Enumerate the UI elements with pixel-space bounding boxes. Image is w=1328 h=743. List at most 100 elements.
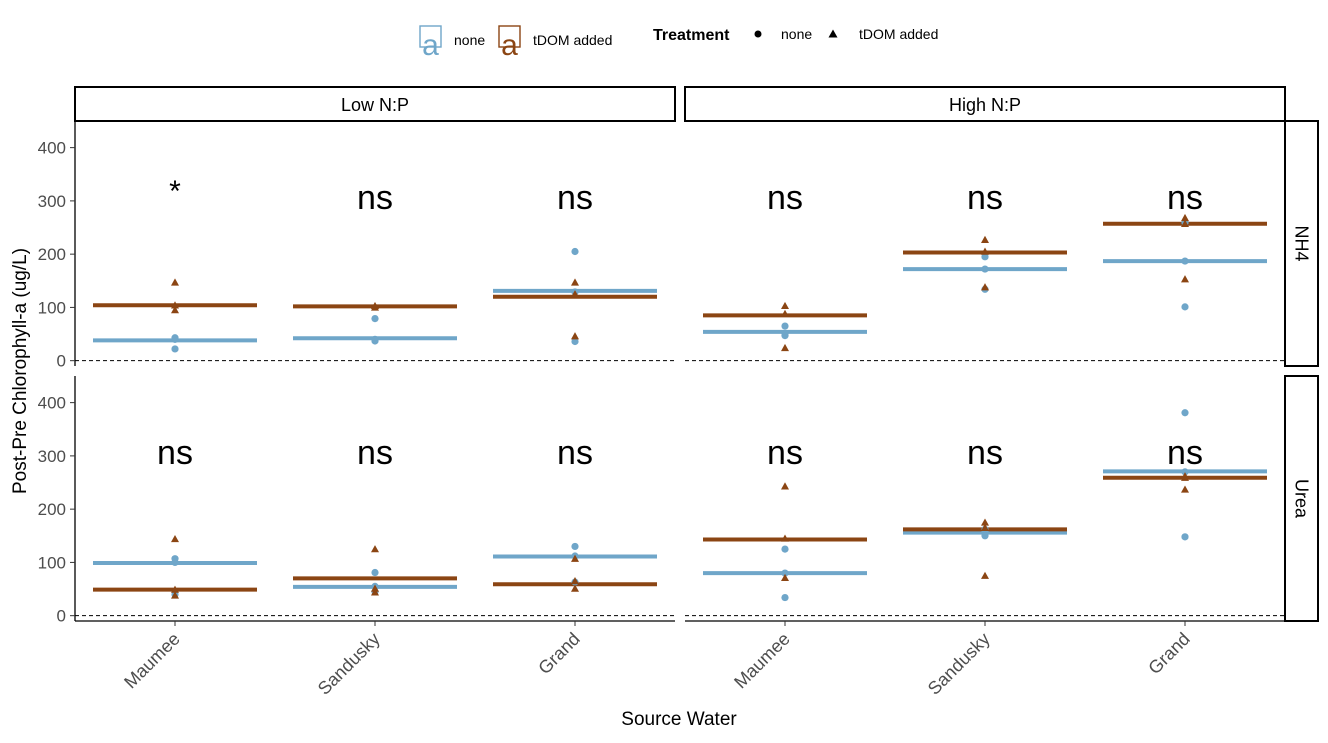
- legend-fill-label: none: [454, 32, 485, 48]
- significance-label: ns: [1167, 179, 1203, 217]
- point-none: [371, 568, 379, 577]
- point-none: [781, 329, 789, 338]
- y-tick-label: 300: [38, 447, 66, 466]
- point-tdom: [781, 534, 789, 542]
- significance-label: ns: [557, 179, 593, 217]
- point-tdom: [171, 306, 179, 314]
- point-tdom: [781, 482, 789, 490]
- axes: 0 100 200 300 400 0 100 200 300 400 Maumee Sandusky…: [38, 121, 1285, 699]
- point-none: [781, 593, 789, 602]
- y-tick-label: 0: [57, 607, 66, 626]
- x-tick-label: Maumee: [730, 629, 794, 693]
- point-tdom: [981, 523, 989, 531]
- point-none: [571, 337, 579, 346]
- point-tdom: [171, 585, 179, 593]
- significance-label: *: [169, 175, 181, 208]
- facet-strip-row: [1284, 375, 1319, 622]
- point-none: [1181, 468, 1189, 476]
- point-none: [1181, 303, 1189, 311]
- point-tdom: [171, 278, 179, 286]
- facet-strip-row-label: NH4: [1292, 225, 1312, 261]
- facet-strip-column: [684, 86, 1286, 122]
- point-tdom: [371, 301, 379, 310]
- point-tdom: [981, 247, 989, 255]
- x-tick-label: Maumee: [120, 629, 184, 693]
- y-tick-label: 100: [38, 553, 66, 572]
- y-tick-label: 0: [57, 352, 66, 371]
- facet-panel: ns ns ns: [685, 409, 1285, 617]
- point-tdom: [571, 584, 579, 592]
- y-axis-title: Post-Pre Chlorophyll-a (ug/L): [10, 248, 31, 494]
- legend-shape-label: none: [781, 26, 812, 42]
- y-tick-label: 400: [38, 139, 66, 158]
- legend: a none a tDOM added Treatment none tDOM added: [419, 25, 938, 62]
- y-tick-label: 300: [38, 192, 66, 211]
- x-tick-label: Sandusky: [924, 629, 994, 699]
- point-none: [1181, 257, 1189, 265]
- point-none: [571, 247, 579, 256]
- point-none: [781, 569, 789, 577]
- point-tdom: [1181, 485, 1189, 493]
- point-tdom: [781, 301, 789, 310]
- point-tdom: [371, 545, 379, 553]
- significance-label: ns: [357, 434, 393, 472]
- point-none: [171, 555, 179, 563]
- point-none: [371, 335, 379, 343]
- significance-label: ns: [1167, 434, 1203, 472]
- point-tdom: [981, 283, 989, 291]
- point-tdom: [371, 584, 379, 592]
- point-tdom: [981, 235, 989, 243]
- point-tdom: [981, 518, 989, 526]
- x-axis-title: Source Water: [621, 709, 737, 730]
- facet-strips: Low N:P High N:P NH4 Urea: [74, 86, 1319, 622]
- point-tdom: [781, 573, 789, 582]
- significance-label: ns: [557, 434, 593, 472]
- significance-label: ns: [157, 434, 193, 472]
- point-none: [981, 253, 989, 261]
- point-none: [571, 542, 579, 551]
- point-none: [981, 265, 989, 273]
- facet-strip-column-label: Low N:P: [341, 95, 409, 115]
- y-tick-label: 200: [38, 245, 66, 264]
- point-tdom: [171, 534, 179, 543]
- legend-fill-key: [419, 25, 442, 48]
- significance-label: ns: [767, 179, 803, 217]
- point-tdom: [781, 309, 789, 318]
- y-tick-label: 100: [38, 298, 66, 317]
- point-tdom: [171, 591, 179, 599]
- facet-panel: ns ns ns: [75, 434, 675, 617]
- point-none: [371, 314, 379, 323]
- point-tdom: [571, 332, 579, 340]
- legend-fill-key: [498, 25, 521, 48]
- x-tick-label: Grand: [534, 629, 584, 679]
- point-tdom: [1181, 275, 1189, 283]
- point-none: [781, 545, 789, 553]
- legend-shape-title: Treatment: [653, 27, 730, 44]
- point-tdom: [1181, 219, 1189, 227]
- point-tdom: [781, 343, 789, 352]
- point-none: [171, 334, 179, 342]
- legend-shape-key-triangle: [828, 29, 838, 38]
- point-tdom: [1181, 472, 1189, 480]
- legend-shape-label: tDOM added: [859, 26, 938, 42]
- facet-strip-row: [1284, 120, 1319, 367]
- point-tdom: [571, 278, 579, 286]
- significance-label: ns: [967, 434, 1003, 472]
- significance-label: ns: [967, 179, 1003, 217]
- x-tick-label: Grand: [1144, 629, 1194, 679]
- facet-strip-row-label: Urea: [1292, 479, 1312, 519]
- point-tdom: [371, 588, 379, 596]
- panels: * ns ns ns ns ns ns ns ns ns ns ns: [75, 175, 1285, 617]
- point-none: [171, 345, 179, 353]
- point-tdom: [571, 554, 579, 562]
- point-tdom: [571, 577, 579, 585]
- y-tick-label: 400: [38, 394, 66, 413]
- facet-panel: * ns ns: [75, 175, 675, 362]
- legend-fill-key-glyph: a: [422, 29, 439, 62]
- point-tdom: [571, 290, 579, 298]
- point-none: [1181, 409, 1189, 417]
- facet-panel: ns ns ns: [685, 179, 1285, 362]
- y-tick-label: 200: [38, 500, 66, 519]
- point-tdom: [981, 571, 989, 579]
